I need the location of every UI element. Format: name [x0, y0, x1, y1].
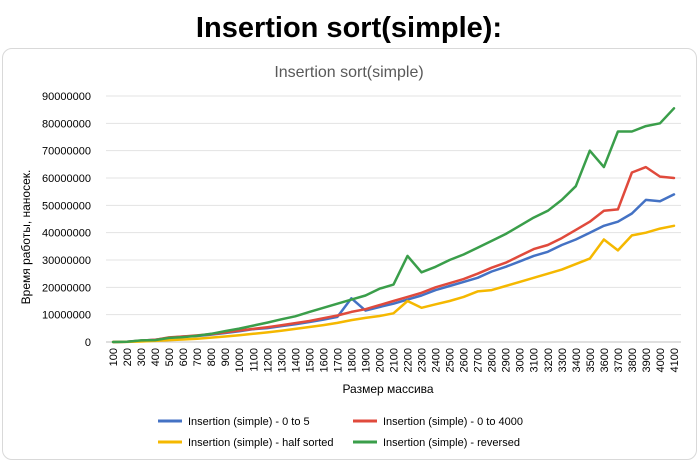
x-tick-label: 1100	[248, 348, 260, 372]
y-tick-label: 40000000	[42, 228, 91, 240]
x-tick-label: 3800	[627, 348, 639, 372]
legend-entry: Insertion (simple) - reversed	[383, 437, 520, 449]
y-tick-label: 10000000	[42, 310, 91, 322]
x-tick-label: 3700	[613, 348, 625, 372]
x-tick-label: 100	[108, 348, 120, 366]
y-tick-label: 80000000	[42, 118, 91, 130]
x-tick-label: 2400	[431, 348, 443, 372]
x-tick-label: 700	[192, 348, 204, 366]
x-tick-label: 2500	[445, 348, 457, 372]
y-axis-label: Время работы, наносек.	[19, 170, 33, 305]
x-tick-label: 1200	[262, 348, 274, 372]
y-tick-label: 60000000	[42, 173, 91, 185]
y-tick-label: 30000000	[42, 255, 91, 267]
x-tick-label: 200	[122, 348, 134, 366]
x-tick-label: 1300	[276, 348, 288, 372]
x-tick-label: 2700	[473, 348, 485, 372]
line-chart: Insertion sort(simple) 0 10000000 20000000…	[19, 64, 681, 449]
x-tick-label: 400	[150, 348, 162, 366]
page-heading: Insertion sort(simple):	[195, 12, 503, 44]
x-tick-label: 3300	[557, 348, 569, 372]
x-tick-label: 900	[220, 348, 232, 366]
x-tick-label: 2800	[487, 348, 499, 372]
x-tick-label: 1400	[290, 348, 302, 372]
chart-card: Insertion sort(simple) 0 10000000 20000000…	[2, 48, 697, 460]
y-tick-label: 70000000	[42, 146, 91, 158]
x-tick-label: 2100	[389, 348, 401, 372]
x-tick-label: 4100	[669, 348, 681, 372]
x-tick-label: 3100	[529, 348, 541, 372]
x-tick-label: 300	[136, 348, 148, 366]
x-tick-label: 3000	[515, 348, 527, 372]
x-tick-label: 2600	[459, 348, 471, 372]
x-tick-label: 1000	[234, 348, 246, 372]
x-tick-label: 1700	[332, 348, 344, 372]
x-tick-label: 2300	[417, 348, 429, 372]
x-tick-label: 1800	[346, 348, 358, 372]
x-tick-label: 3600	[599, 348, 611, 372]
x-tick-label: 1500	[304, 348, 316, 372]
x-tick-label: 600	[178, 348, 190, 366]
x-tick-label: 3500	[585, 348, 597, 372]
x-tick-label: 4000	[655, 348, 667, 372]
legend-entry: Insertion (simple) - half sorted	[188, 437, 334, 449]
y-axis-ticks: 0 10000000 20000000 30000000 40000000 5000000…	[42, 91, 91, 349]
x-tick-label: 1900	[360, 348, 372, 372]
x-tick-label: 3900	[641, 348, 653, 372]
x-tick-label: 2000	[374, 348, 386, 372]
x-tick-label: 800	[206, 348, 218, 366]
x-tick-label: 2200	[403, 348, 415, 372]
y-tick-label: 0	[85, 337, 91, 349]
series-line	[111, 193, 676, 344]
series-line	[111, 165, 676, 344]
x-tick-label: 3200	[543, 348, 555, 372]
chart-title: Insertion sort(simple)	[274, 64, 423, 81]
x-tick-label: 500	[164, 348, 176, 366]
x-tick-label: 1600	[318, 348, 330, 372]
y-tick-label: 50000000	[42, 200, 91, 212]
series-line	[111, 224, 676, 344]
series-lines	[111, 107, 676, 344]
x-tick-label: 2900	[501, 348, 513, 372]
series-line	[111, 107, 676, 344]
legend-entry: Insertion (simple) - 0 to 5	[188, 416, 310, 428]
y-tick-label: 20000000	[42, 282, 91, 294]
y-tick-label: 90000000	[42, 91, 91, 103]
x-axis-label: Размер массива	[342, 382, 433, 396]
legend: Insertion (simple) - 0 to 5 Insertion (si…	[158, 416, 523, 449]
gridlines	[106, 95, 681, 343]
legend-entry: Insertion (simple) - 0 to 4000	[383, 416, 523, 428]
x-axis-ticks: 100 200 300 400 500 600 700 800 900 1000 1100 1200 1…	[108, 348, 681, 372]
x-tick-label: 3400	[571, 348, 583, 372]
